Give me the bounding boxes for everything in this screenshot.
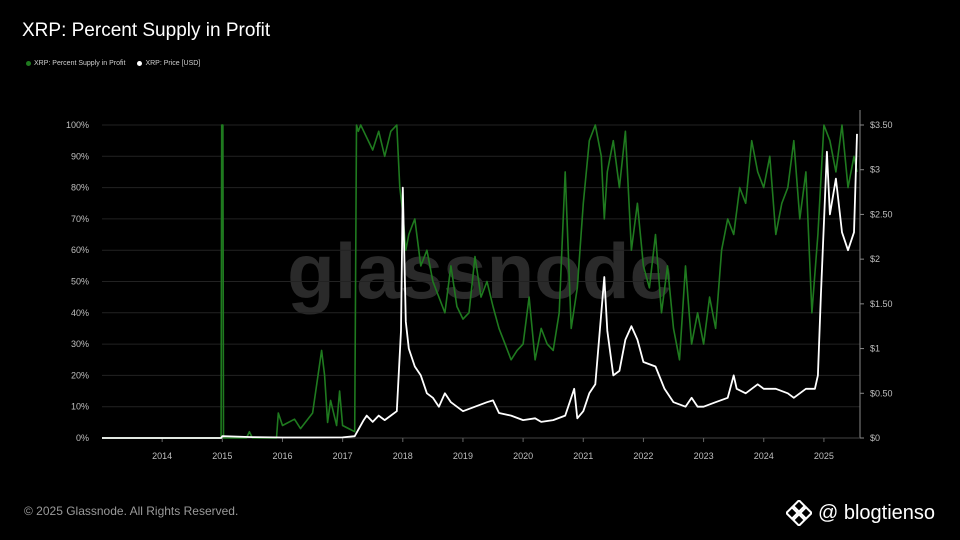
legend-swatch-price [137, 61, 143, 66]
x-tick-label: 2022 [633, 451, 653, 461]
x-tick-label: 2017 [333, 451, 353, 461]
legend-item-price[interactable]: XRP: Price [USD] [137, 60, 200, 67]
x-tick-label: 2018 [393, 451, 413, 461]
series-lines [102, 124, 858, 439]
x-tick-label: 2023 [694, 451, 714, 461]
y-right-tick-label: $1 [870, 344, 880, 354]
legend-item-supply[interactable]: XRP: Percent Supply in Profit [26, 60, 125, 67]
y-left-tick-label: 0% [76, 433, 89, 443]
y-left-tick-label: 70% [71, 214, 89, 224]
chart-legend: XRP: Percent Supply in Profit XRP: Price… [26, 60, 200, 67]
y-left-tick-label: 80% [71, 183, 89, 193]
x-tick-label: 2014 [152, 451, 172, 461]
y-left-tick-label: 90% [71, 151, 89, 161]
x-tick-label: 2019 [453, 451, 473, 461]
y-left-tick-label: 50% [71, 277, 89, 287]
y-right-tick-label: $3 [870, 165, 880, 175]
chart-title: XRP: Percent Supply in Profit [22, 20, 271, 41]
y-left-tick-label: 20% [71, 370, 89, 380]
y-right-tick-label: $2 [870, 254, 880, 264]
y-left-tick-label: 30% [71, 339, 89, 349]
y-right-tick-label: $3.50 [870, 120, 893, 130]
legend-swatch-supply [26, 61, 31, 66]
brand-watermark: @ blogtienso [786, 500, 935, 526]
x-tick-label: 2024 [754, 451, 774, 461]
x-tick-label: 2025 [814, 451, 834, 461]
legend-label-supply: XRP: Percent Supply in Profit [34, 60, 126, 67]
copyright-footer: © 2025 Glassnode. All Rights Reserved. [24, 504, 239, 518]
x-tick-label: 2016 [272, 451, 292, 461]
y-right-tick-label: $2.50 [870, 209, 893, 219]
supply-in-profit-line [102, 124, 858, 439]
y-left-tick-label: 100% [66, 120, 89, 130]
binance-diamond-icon [786, 500, 812, 526]
y-left-tick-label: 40% [71, 308, 89, 318]
x-tick-label: 2021 [573, 451, 593, 461]
y-right-tick-label: $1.50 [870, 299, 893, 309]
y-left-tick-label: 10% [71, 402, 89, 412]
y-left-tick-label: 60% [71, 245, 89, 255]
price-line [102, 133, 858, 439]
brand-handle: @ blogtienso [818, 501, 936, 524]
x-tick-label: 2015 [212, 451, 232, 461]
legend-label-price: XRP: Price [USD] [145, 60, 201, 67]
x-tick-label: 2020 [513, 451, 533, 461]
y-right-tick-label: $0.50 [870, 388, 893, 398]
grid-lines [102, 124, 860, 439]
glassnode-watermark: glassnode [287, 227, 673, 315]
y-right-tick-label: $0 [870, 433, 880, 443]
